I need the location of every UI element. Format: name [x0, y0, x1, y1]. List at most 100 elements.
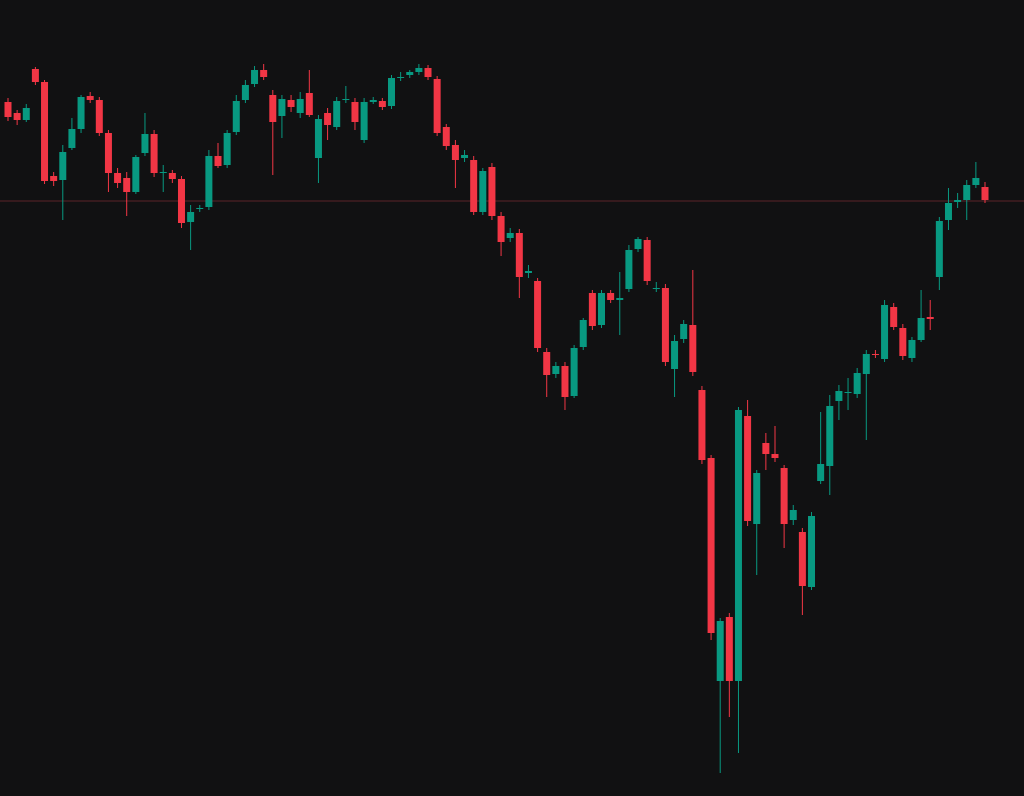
candle-body	[853, 373, 861, 394]
candle-body	[141, 134, 149, 153]
candle-body	[41, 82, 49, 181]
candle-body	[305, 93, 313, 115]
candle-body	[461, 155, 469, 158]
candle-body	[132, 157, 140, 192]
candle-body	[360, 102, 368, 140]
candle-body	[287, 100, 295, 107]
candle-body	[780, 468, 788, 524]
candle-body	[862, 354, 870, 374]
candle-body	[488, 167, 496, 216]
candle-body	[707, 458, 715, 633]
candle-body	[177, 179, 185, 223]
candle-body	[908, 340, 916, 358]
candle-body	[50, 176, 58, 181]
candle-body	[22, 108, 30, 120]
candle-body	[817, 464, 825, 481]
candle-body	[433, 79, 441, 133]
candle-body	[232, 101, 240, 132]
candle-body	[744, 416, 752, 521]
candle-body	[771, 454, 779, 458]
candle-body	[652, 288, 660, 289]
candle-body	[643, 240, 651, 281]
candle-body	[31, 69, 39, 82]
candle-body	[168, 173, 176, 179]
candle-body	[13, 113, 21, 120]
candle-body	[223, 133, 231, 165]
candle-body	[534, 281, 542, 348]
candle-body	[753, 473, 761, 524]
candle-body	[944, 203, 952, 220]
candle-body	[159, 172, 167, 173]
candle-body	[86, 96, 94, 100]
candle-body	[497, 216, 505, 242]
candle-body	[899, 328, 907, 356]
candle-body	[935, 221, 943, 277]
candle-body	[351, 102, 359, 122]
candle-body	[324, 113, 332, 125]
candle-body	[378, 101, 386, 107]
candle-body	[917, 318, 925, 340]
candle-body	[671, 341, 679, 369]
candle-body	[95, 100, 103, 133]
candle-body	[470, 160, 478, 212]
candle-body	[598, 293, 606, 325]
candle-body	[616, 298, 624, 300]
candle-body	[808, 516, 816, 587]
candle-body	[680, 324, 688, 339]
candle-body	[333, 101, 341, 127]
candle-body	[789, 510, 797, 520]
candle-body	[963, 185, 971, 200]
candle-body	[881, 305, 889, 359]
candle-body	[561, 366, 569, 397]
candle-body	[890, 307, 898, 327]
candle-body	[205, 156, 213, 207]
candle-body	[260, 70, 268, 77]
candle-body	[844, 392, 852, 393]
candle-body	[826, 406, 834, 466]
candle-body	[689, 325, 697, 372]
candle-body	[634, 239, 642, 249]
candle-body	[506, 233, 514, 238]
candle-body	[698, 390, 706, 460]
candle-body	[981, 187, 989, 200]
candle-body	[59, 152, 67, 180]
candle-body	[406, 72, 414, 75]
candle-body	[278, 99, 286, 116]
candle-body	[588, 293, 596, 326]
candle-body	[543, 352, 551, 375]
candle-body	[926, 317, 934, 319]
candle-body	[150, 134, 158, 173]
candle-body	[954, 200, 962, 202]
candle-body	[397, 77, 405, 78]
candle-body	[342, 99, 350, 100]
candle-body	[196, 208, 204, 209]
candle-body	[607, 293, 615, 300]
candle-body	[972, 178, 980, 185]
candle-body	[241, 85, 249, 100]
candle-body	[579, 320, 587, 347]
candle-body	[734, 410, 742, 681]
candle-body	[387, 78, 395, 106]
candle-body	[415, 68, 423, 72]
candle-body	[442, 127, 450, 146]
candle-body	[798, 532, 806, 586]
candle-body	[187, 212, 195, 222]
candle-body	[4, 102, 12, 117]
candle-body	[479, 171, 487, 212]
candle-body	[725, 617, 733, 681]
candle-body	[716, 621, 724, 681]
candle-body	[451, 145, 459, 160]
candle-body	[77, 97, 85, 129]
candle-body	[314, 119, 322, 158]
candle-body	[524, 271, 532, 273]
candle-body	[123, 178, 131, 192]
candle-body	[625, 250, 633, 289]
candle-body	[871, 354, 879, 355]
candle-body	[570, 348, 578, 396]
candle-body	[104, 133, 112, 173]
candle-body	[68, 129, 76, 148]
candle-body	[552, 366, 560, 374]
